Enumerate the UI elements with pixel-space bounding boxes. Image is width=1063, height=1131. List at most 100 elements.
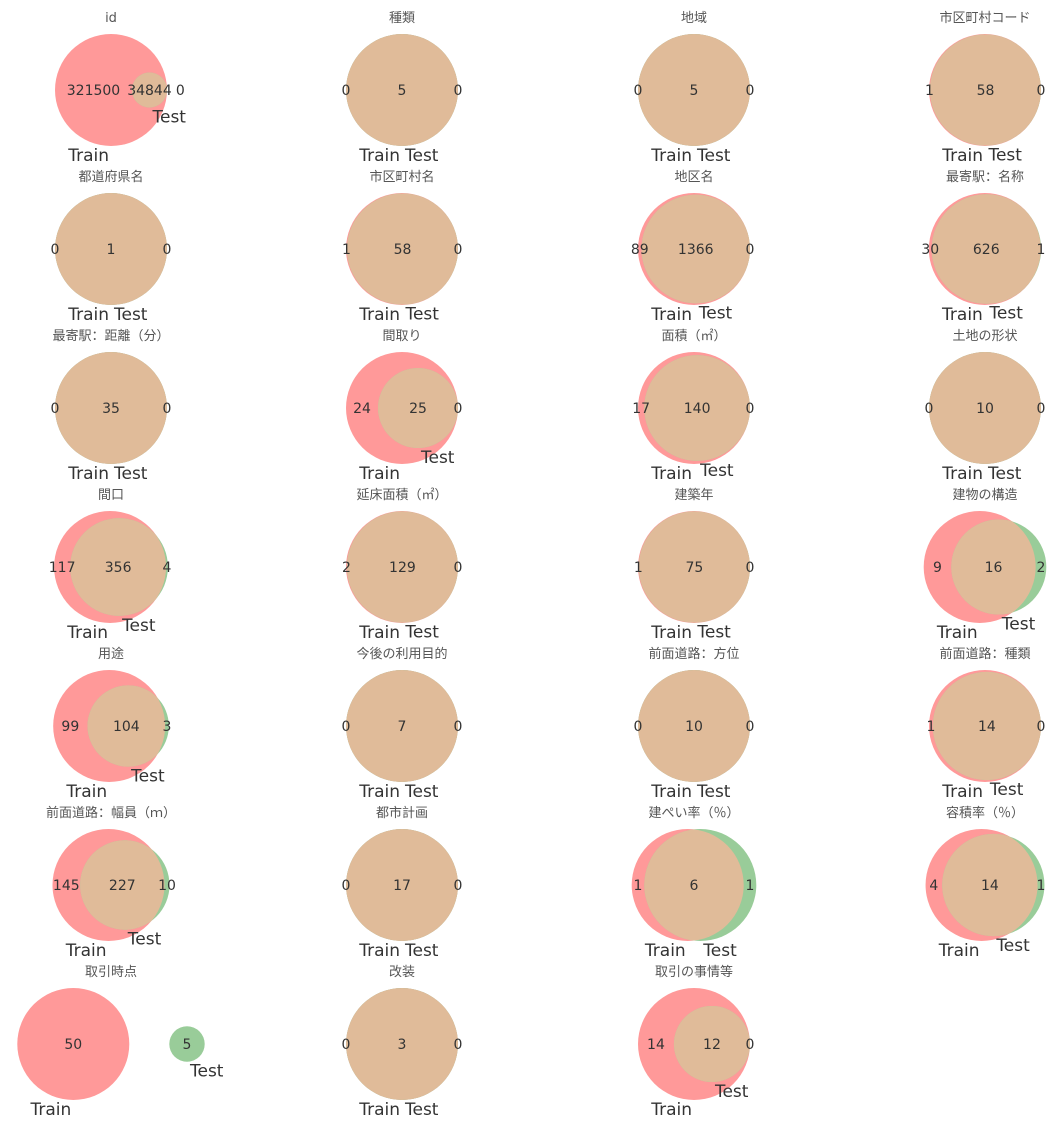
overlap-region bbox=[346, 511, 458, 623]
test-set-label: Test bbox=[113, 464, 148, 484]
overlap-region bbox=[929, 352, 1041, 464]
test-only-count: 0 bbox=[746, 83, 755, 99]
train-set-label: Train bbox=[358, 464, 400, 484]
train-set-label: Train bbox=[358, 146, 400, 166]
venn-plot: 地域 0 5 0 Train Test bbox=[634, 11, 755, 166]
train-only-count: 1 bbox=[926, 719, 935, 735]
plot-title: 用途 bbox=[98, 646, 124, 662]
test-set-label: Test bbox=[404, 146, 439, 166]
overlap-count: 356 bbox=[105, 560, 132, 576]
overlap-region bbox=[932, 671, 1041, 781]
train-set-label: Train bbox=[938, 941, 980, 961]
train-only-count: 1 bbox=[342, 242, 351, 258]
overlap-count: 75 bbox=[685, 560, 703, 576]
overlap-region bbox=[644, 829, 744, 941]
train-only-count: 0 bbox=[51, 242, 60, 258]
venn-plot: id 321500 34844 0 Train Test bbox=[55, 11, 186, 166]
train-only-count: 30 bbox=[921, 242, 939, 258]
train-only-count: 145 bbox=[53, 878, 80, 894]
test-set-label: Test bbox=[113, 305, 148, 325]
plot-title: 地区名 bbox=[674, 169, 713, 185]
overlap-region bbox=[951, 519, 1036, 615]
overlap-region bbox=[673, 1005, 750, 1083]
train-only-count: 2 bbox=[342, 560, 351, 576]
plot-title: 取引時点 bbox=[85, 965, 137, 980]
train-only-count: 0 bbox=[342, 1037, 351, 1053]
venn-plot: 面積（㎡） 17 140 0 Train Test bbox=[632, 329, 754, 484]
overlap-count: 17 bbox=[393, 878, 411, 894]
test-only-count: 0 bbox=[454, 401, 463, 417]
overlap-count: 10 bbox=[976, 401, 994, 417]
train-only-count: 0 bbox=[634, 83, 643, 99]
train-set-label: Train bbox=[941, 464, 983, 484]
train-circle bbox=[17, 988, 130, 1100]
plot-title: 都道府県名 bbox=[78, 169, 143, 185]
test-set-label: Test bbox=[1001, 615, 1036, 635]
test-set-label: Test bbox=[714, 1082, 749, 1102]
test-set-label: Test bbox=[404, 1100, 439, 1120]
train-set-label: Train bbox=[650, 305, 692, 325]
test-only-count: 4 bbox=[163, 560, 172, 576]
venn-plot: 市区町村コード 1 58 0 Train Test bbox=[925, 10, 1045, 166]
overlap-count: 129 bbox=[389, 560, 416, 576]
overlap-region bbox=[641, 194, 750, 304]
plot-title: 土地の形状 bbox=[952, 329, 1017, 344]
plot-title: 最寄駅：名称 bbox=[946, 169, 1024, 185]
plot-title: 延床面積（㎡） bbox=[356, 488, 447, 503]
venn-plot: 最寄駅：名称 30 626 1 Train Test bbox=[921, 169, 1045, 325]
train-only-count: 0 bbox=[925, 401, 934, 417]
train-set-label: Train bbox=[650, 146, 692, 166]
train-only-count: 1 bbox=[925, 83, 934, 99]
venn-plot: 前面道路：種類 1 14 0 Train Test bbox=[926, 646, 1045, 802]
test-set-label: Test bbox=[988, 304, 1023, 324]
train-set-label: Train bbox=[941, 146, 983, 166]
test-only-count: 2 bbox=[1037, 560, 1046, 576]
venn-plot: 前面道路：方位 0 10 0 Train Test bbox=[634, 646, 755, 802]
test-set-label: Test bbox=[404, 941, 439, 961]
overlap-region bbox=[929, 34, 1041, 146]
train-only-count: 0 bbox=[342, 878, 351, 894]
train-set-label: Train bbox=[67, 464, 109, 484]
train-set-label: Train bbox=[358, 623, 400, 643]
plot-title: 地域 bbox=[681, 11, 707, 26]
test-only-count: 0 bbox=[163, 401, 172, 417]
train-set-label: Train bbox=[29, 1100, 71, 1120]
venn-plot: 建築年 1 75 0 Train Test bbox=[634, 488, 755, 643]
venn-plot: 今後の利用目的 0 7 0 Train Test bbox=[342, 646, 463, 802]
train-only-count: 0 bbox=[51, 401, 60, 417]
venn-plot: 間口 117 356 4 Train Test bbox=[49, 488, 172, 643]
plot-title: 今後の利用目的 bbox=[356, 646, 447, 662]
plot-title: id bbox=[105, 11, 117, 26]
train-only-count: 17 bbox=[632, 401, 650, 417]
overlap-count: 104 bbox=[113, 719, 140, 735]
plot-title: 種類 bbox=[389, 10, 415, 26]
test-only-count: 0 bbox=[454, 719, 463, 735]
train-set-label: Train bbox=[67, 146, 109, 166]
plot-title: 間取り bbox=[382, 329, 421, 344]
plot-title: 建築年 bbox=[674, 488, 713, 503]
overlap-count: 3 bbox=[398, 1037, 407, 1053]
train-set-label: Train bbox=[941, 305, 983, 325]
plot-title: 建ぺい率（％） bbox=[648, 805, 739, 821]
plot-title: 最寄駅：距離（分） bbox=[52, 328, 169, 344]
venn-plot: 地区名 89 1366 0 Train Test bbox=[631, 169, 755, 325]
train-only-count: 1 bbox=[634, 560, 643, 576]
test-set-label: Test bbox=[987, 464, 1022, 484]
venn-plot: 取引の事情等 14 12 0 Train Test bbox=[638, 964, 754, 1120]
plot-title: 都市計画 bbox=[376, 805, 428, 821]
train-only-count: 0 bbox=[342, 719, 351, 735]
test-set-label: Test bbox=[151, 108, 186, 128]
train-only-count: 9 bbox=[933, 560, 942, 576]
overlap-region bbox=[638, 511, 750, 623]
overlap-region bbox=[55, 352, 167, 464]
overlap-count: 140 bbox=[684, 401, 711, 417]
venn-plot: 種類 0 5 0 Train Test bbox=[342, 10, 463, 166]
train-set-label: Train bbox=[941, 782, 983, 802]
test-only-count: 0 bbox=[746, 242, 755, 258]
overlap-count: 10 bbox=[685, 719, 703, 735]
train-only-count: 0 bbox=[634, 719, 643, 735]
plot-title: 前面道路：方位 bbox=[648, 646, 739, 662]
venn-plot: 建物の構造 9 16 2 Train Test bbox=[923, 488, 1047, 643]
overlap-count: 5 bbox=[398, 83, 407, 99]
